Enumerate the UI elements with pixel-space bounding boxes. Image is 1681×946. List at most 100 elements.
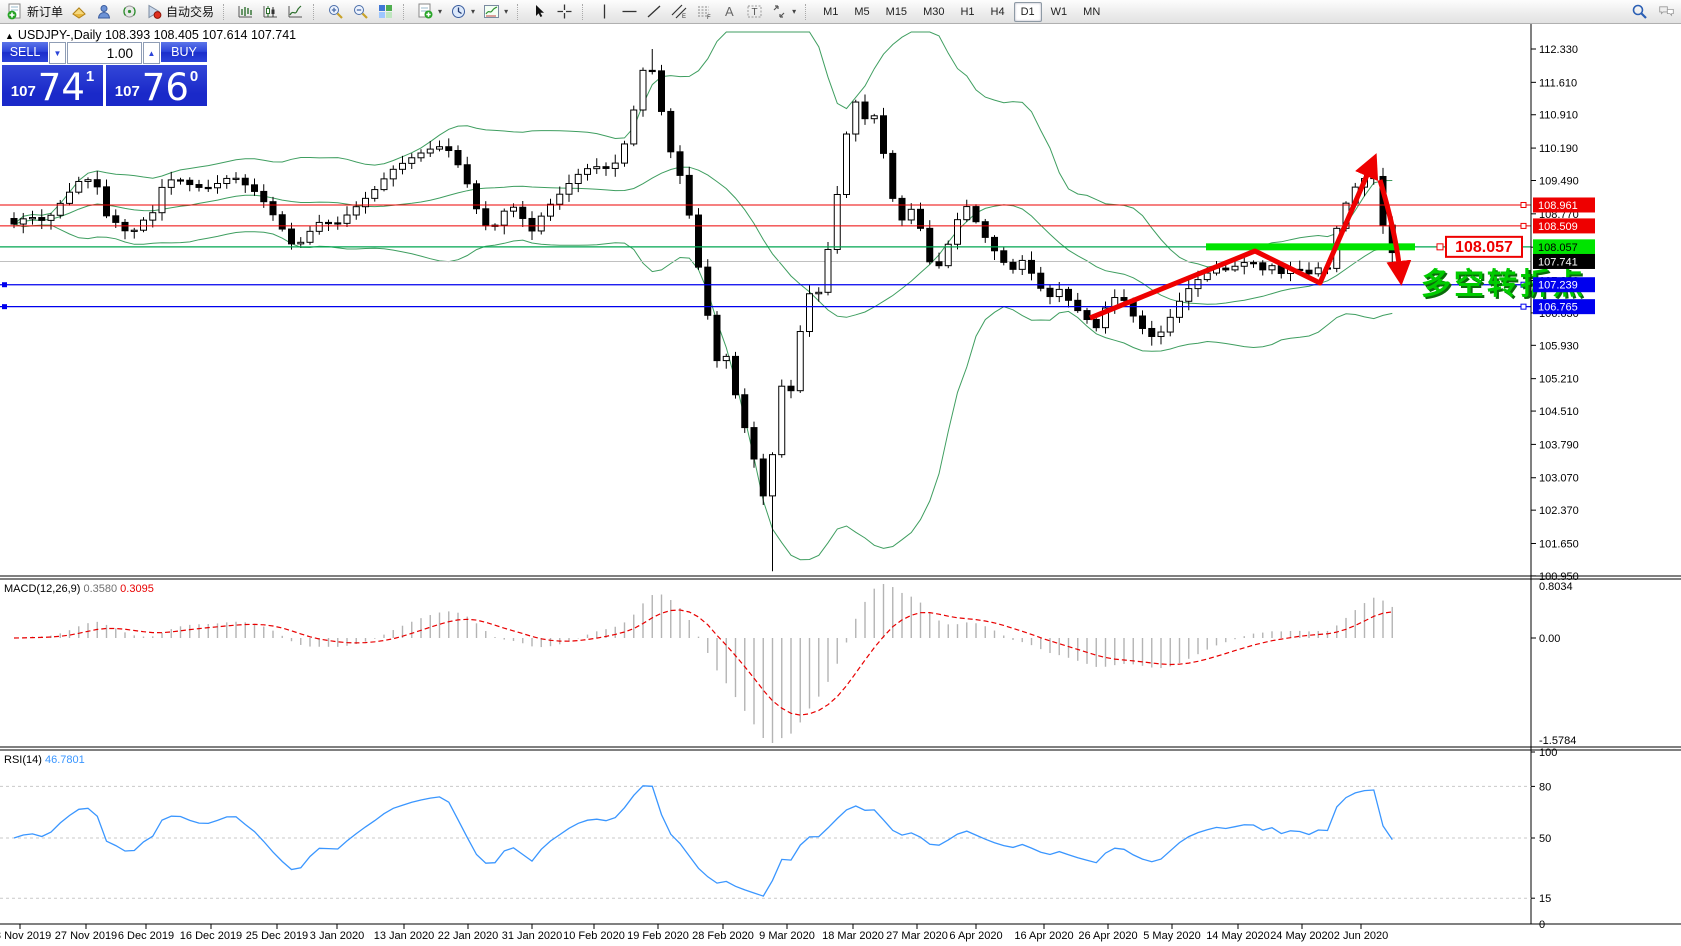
bollinger-upper-band bbox=[13, 31, 1393, 268]
chat-icon[interactable] bbox=[1658, 3, 1675, 20]
zoom-out-button[interactable] bbox=[348, 2, 373, 22]
level-box[interactable] bbox=[1445, 235, 1523, 258]
candle-body bbox=[84, 179, 92, 182]
zoom-out-icon bbox=[354, 5, 368, 19]
candle-body bbox=[1305, 269, 1313, 275]
candle-body bbox=[19, 218, 27, 225]
toolbar-separator bbox=[582, 3, 589, 20]
sell-price-sup: 1 bbox=[85, 68, 95, 85]
buy-price[interactable]: 107 76 0 bbox=[106, 65, 207, 106]
candle-body bbox=[519, 206, 527, 219]
candle-body bbox=[408, 157, 416, 164]
price-axis-label: 100.950 bbox=[1539, 571, 1579, 583]
text-button[interactable]: A bbox=[717, 2, 742, 22]
timeframe-mn[interactable]: MN bbox=[1083, 5, 1101, 18]
timeframe-h4[interactable]: H4 bbox=[990, 5, 1005, 18]
timeframe-m30[interactable]: M30 bbox=[923, 5, 945, 18]
svg-text:E: E bbox=[682, 14, 686, 20]
candle-body bbox=[1222, 267, 1230, 271]
candle-body bbox=[1166, 316, 1174, 333]
autotrading-button[interactable]: 自动交易 bbox=[142, 2, 218, 22]
new-chart-button[interactable]: ▾ bbox=[413, 2, 446, 22]
candle-body bbox=[685, 174, 693, 216]
candle-body bbox=[204, 186, 212, 190]
candle-body bbox=[954, 219, 961, 245]
candle-body bbox=[66, 191, 73, 204]
bar-chart-icon bbox=[238, 6, 253, 18]
equidistant-channel-button[interactable]: E bbox=[667, 2, 692, 22]
fibonacci-button[interactable]: F bbox=[692, 2, 717, 22]
candle-body bbox=[981, 221, 989, 238]
sell-button[interactable]: SELL bbox=[2, 42, 48, 64]
volume-increase-button[interactable]: ▲ bbox=[143, 42, 160, 64]
search-icon[interactable] bbox=[1631, 3, 1648, 20]
bar-chart-button[interactable] bbox=[233, 2, 258, 22]
candle-body bbox=[297, 241, 305, 245]
candle-body bbox=[639, 69, 647, 111]
strategy-tester-button[interactable] bbox=[117, 2, 142, 22]
timeframe-m1[interactable]: M1 bbox=[823, 5, 839, 18]
trend-zigzag-arrow[interactable] bbox=[1089, 153, 1379, 321]
timeframe-w1[interactable]: W1 bbox=[1050, 5, 1068, 18]
line-chart-button[interactable] bbox=[283, 2, 308, 22]
candle-body bbox=[121, 221, 129, 232]
text-label-button[interactable]: T bbox=[742, 2, 767, 22]
candle-body bbox=[648, 69, 656, 73]
cursor-button[interactable] bbox=[527, 2, 552, 22]
templates-button[interactable]: ▾ bbox=[479, 2, 512, 22]
timeframe-d1[interactable]: D1 bbox=[1013, 1, 1042, 22]
date-axis-label: 5 May 2020 bbox=[1143, 930, 1200, 942]
timeframe-m5[interactable]: M5 bbox=[854, 5, 870, 18]
buy-button[interactable]: BUY bbox=[161, 42, 207, 64]
new-order-button[interactable]: 新订单 bbox=[3, 2, 67, 22]
green-band[interactable] bbox=[1206, 243, 1415, 251]
price-axis-label: 105.210 bbox=[1539, 374, 1579, 386]
down-trend-arrow[interactable] bbox=[1377, 179, 1412, 286]
price-axis-badge-text: 107.239 bbox=[1538, 280, 1578, 292]
candle-body bbox=[112, 215, 120, 223]
candle-body bbox=[232, 177, 240, 180]
collapse-arrow-icon[interactable]: ▲ bbox=[5, 31, 14, 41]
tile-windows-button[interactable] bbox=[373, 2, 398, 22]
bollinger-middle-band bbox=[13, 166, 1393, 318]
toolbar-separator bbox=[805, 3, 812, 20]
trendline-button[interactable] bbox=[642, 2, 667, 22]
price-axis-badge-text: 108.961 bbox=[1538, 200, 1578, 212]
date-axis-label: 26 Apr 2020 bbox=[1078, 930, 1137, 942]
macd-signal-line bbox=[13, 609, 1393, 716]
candle-body bbox=[963, 206, 971, 221]
data-window-button[interactable] bbox=[92, 2, 117, 22]
rsi-axis-label: 80 bbox=[1539, 781, 1551, 793]
horizontal-line-button[interactable] bbox=[617, 2, 642, 22]
candle-body bbox=[38, 217, 46, 221]
market-watch-button[interactable] bbox=[67, 2, 92, 22]
date-axis-label: 2 Jun 2020 bbox=[1334, 930, 1388, 942]
text-label-icon: T bbox=[747, 5, 762, 18]
periodicity-button[interactable]: ▾ bbox=[446, 2, 479, 22]
candlestick-chart-button[interactable] bbox=[258, 2, 283, 22]
candle-body bbox=[195, 184, 203, 188]
vertical-line-button[interactable] bbox=[592, 2, 617, 22]
new-order-label: 新订单 bbox=[27, 5, 64, 19]
volume-decrease-button[interactable]: ▼ bbox=[49, 42, 66, 64]
price-axis-label: 103.070 bbox=[1539, 473, 1579, 485]
candle-body bbox=[630, 109, 638, 145]
candle-body bbox=[473, 183, 480, 210]
candle-body bbox=[1139, 315, 1146, 329]
arrows-button[interactable]: ▾ bbox=[767, 2, 800, 22]
toolbar: 新订单 自动交易 bbox=[0, 0, 1681, 24]
volume-input[interactable]: 1.00 bbox=[67, 42, 142, 64]
candle-body bbox=[186, 179, 194, 186]
candle-body bbox=[658, 70, 665, 112]
candle-body bbox=[1259, 262, 1267, 271]
crosshair-button[interactable] bbox=[552, 2, 577, 22]
candle-body bbox=[1074, 299, 1082, 312]
candle-body bbox=[806, 293, 813, 333]
timeframe-h1[interactable]: H1 bbox=[960, 5, 975, 18]
price-axis-label: 112.330 bbox=[1539, 44, 1578, 56]
timeframe-m15[interactable]: M15 bbox=[885, 5, 908, 18]
sell-price[interactable]: 107 74 1 bbox=[2, 65, 103, 106]
zoom-in-button[interactable] bbox=[323, 2, 348, 22]
